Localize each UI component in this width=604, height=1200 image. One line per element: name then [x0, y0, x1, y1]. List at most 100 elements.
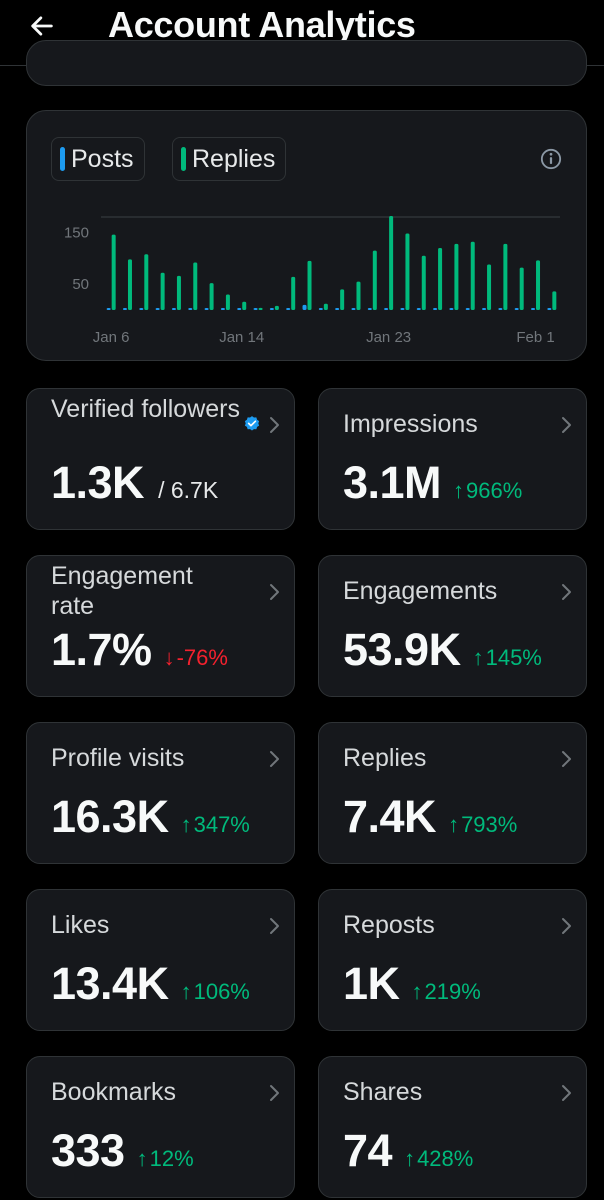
posts-bar[interactable] [171, 308, 176, 310]
replies-bar[interactable] [340, 289, 345, 310]
replies-bar[interactable] [405, 233, 410, 310]
stat-change: ↑ 12% [137, 1146, 194, 1172]
chevron-right-icon [562, 751, 571, 767]
legend-posts-chip[interactable]: Posts [51, 137, 145, 181]
posts-bar[interactable] [302, 304, 307, 310]
stat-card-likes[interactable]: Likes 13.4K ↑ 106% [26, 889, 295, 1031]
posts-bar[interactable] [367, 308, 372, 310]
chevron-right-icon [562, 584, 571, 600]
posts-bar[interactable] [465, 308, 470, 310]
posts-bar[interactable] [449, 308, 454, 310]
back-button[interactable] [22, 6, 62, 46]
replies-bar[interactable] [291, 276, 296, 310]
info-icon[interactable] [540, 148, 562, 170]
posts-bar[interactable] [384, 308, 389, 310]
replies-bar[interactable] [258, 307, 263, 310]
replies-bar[interactable] [160, 272, 165, 310]
replies-bar[interactable] [454, 243, 459, 310]
stat-change: ↑ 347% [181, 812, 250, 838]
x-tick-label: Jan 23 [366, 329, 411, 346]
chevron-right-icon [270, 918, 279, 934]
posts-bar[interactable] [351, 308, 356, 310]
replies-bar[interactable] [209, 283, 214, 310]
replies-bar[interactable] [323, 303, 328, 310]
replies-bar[interactable] [536, 260, 541, 310]
stat-card-profile-visits[interactable]: Profile visits 16.3K ↑ 347% [26, 722, 295, 864]
stat-change-value: 12% [149, 1146, 194, 1171]
posts-bar[interactable] [155, 308, 160, 310]
stat-card-engagement-rate[interactable]: Engagement rate 1.7% ↓ -76% [26, 555, 295, 697]
stat-card-shares[interactable]: Shares 74 ↑ 428% [318, 1056, 587, 1198]
stat-change-value: 106% [193, 979, 250, 1004]
posts-bar[interactable] [318, 308, 323, 310]
posts-bar[interactable] [269, 308, 274, 310]
posts-bar[interactable] [122, 308, 127, 310]
replies-bar[interactable] [111, 234, 116, 310]
posts-bar[interactable] [286, 308, 291, 310]
posts-bar[interactable] [498, 308, 503, 310]
stat-card-replies[interactable]: Replies 7.4K ↑ 793% [318, 722, 587, 864]
posts-bar[interactable] [253, 308, 258, 310]
replies-bar[interactable] [438, 248, 443, 310]
posts-bar[interactable] [514, 308, 519, 310]
replies-bar[interactable] [193, 262, 198, 310]
replies-bar[interactable] [487, 264, 492, 310]
replies-bar[interactable] [389, 215, 394, 310]
stat-value: 13.4K [51, 958, 169, 1009]
replies-bar[interactable] [176, 275, 181, 310]
x-tick-label: Feb 1 [516, 329, 554, 346]
stat-value-row: 13.4K ↑ 106% [51, 958, 250, 1010]
stat-value: 74 [343, 1125, 393, 1176]
replies-bar[interactable] [307, 260, 312, 310]
stat-label: Replies [343, 744, 427, 772]
verified-badge-icon [244, 416, 260, 431]
replies-bar[interactable] [127, 259, 132, 310]
x-tick-label: Jan 14 [219, 329, 264, 346]
posts-bar[interactable] [482, 308, 487, 310]
arrow-up-icon: ↑ [448, 812, 460, 837]
replies-bar[interactable] [242, 301, 247, 310]
stat-value: 1K [343, 958, 400, 1009]
posts-bar[interactable] [335, 308, 340, 310]
posts-bar[interactable] [416, 308, 421, 310]
legend-replies-label: Replies [192, 144, 276, 173]
stat-label: Engagement rate [51, 562, 193, 620]
replies-bar[interactable] [356, 281, 361, 310]
posts-bar[interactable] [400, 308, 405, 310]
stat-value-row: 74 ↑ 428% [343, 1125, 473, 1177]
replies-bar[interactable] [225, 294, 230, 311]
arrow-left-icon [31, 16, 53, 36]
replies-bar[interactable] [519, 267, 524, 310]
posts-bar[interactable] [106, 308, 111, 310]
posts-bar[interactable] [139, 308, 144, 310]
posts-bar[interactable] [531, 308, 536, 310]
stat-value: 333 [51, 1125, 125, 1176]
stat-card-reposts[interactable]: Reposts 1K ↑ 219% [318, 889, 587, 1031]
stat-label: Engagements [343, 577, 498, 605]
posts-bar[interactable] [547, 308, 552, 310]
stat-card-engagements[interactable]: Engagements 53.9K ↑ 145% [318, 555, 587, 697]
posts-bar[interactable] [204, 308, 209, 310]
replies-swatch [181, 147, 186, 171]
replies-bar[interactable] [274, 305, 279, 310]
posts-bar[interactable] [188, 308, 193, 310]
posts-bar[interactable] [220, 308, 225, 310]
replies-bar[interactable] [421, 255, 426, 310]
stat-card-impressions[interactable]: Impressions 3.1M ↑ 966% [318, 388, 587, 530]
arrow-up-icon: ↑ [180, 812, 192, 837]
replies-bar[interactable] [552, 291, 557, 310]
stat-change-value: 145% [485, 645, 542, 670]
posts-bar[interactable] [237, 308, 242, 310]
replies-bar[interactable] [470, 241, 475, 310]
chevron-right-icon [270, 417, 279, 433]
replies-bar[interactable] [503, 243, 508, 310]
legend-replies-chip[interactable]: Replies [172, 137, 287, 181]
stat-card-verified-followers[interactable]: Verified followers 1.3K / 6.7K [26, 388, 295, 530]
posts-bar[interactable] [433, 308, 438, 310]
replies-bar[interactable] [372, 250, 377, 310]
replies-bar[interactable] [144, 254, 149, 310]
stat-card-bookmarks[interactable]: Bookmarks 333 ↑ 12% [26, 1056, 295, 1198]
arrow-down-icon: ↓ [163, 645, 175, 670]
stat-value: 16.3K [51, 791, 169, 842]
stat-change-value: 966% [466, 478, 523, 503]
